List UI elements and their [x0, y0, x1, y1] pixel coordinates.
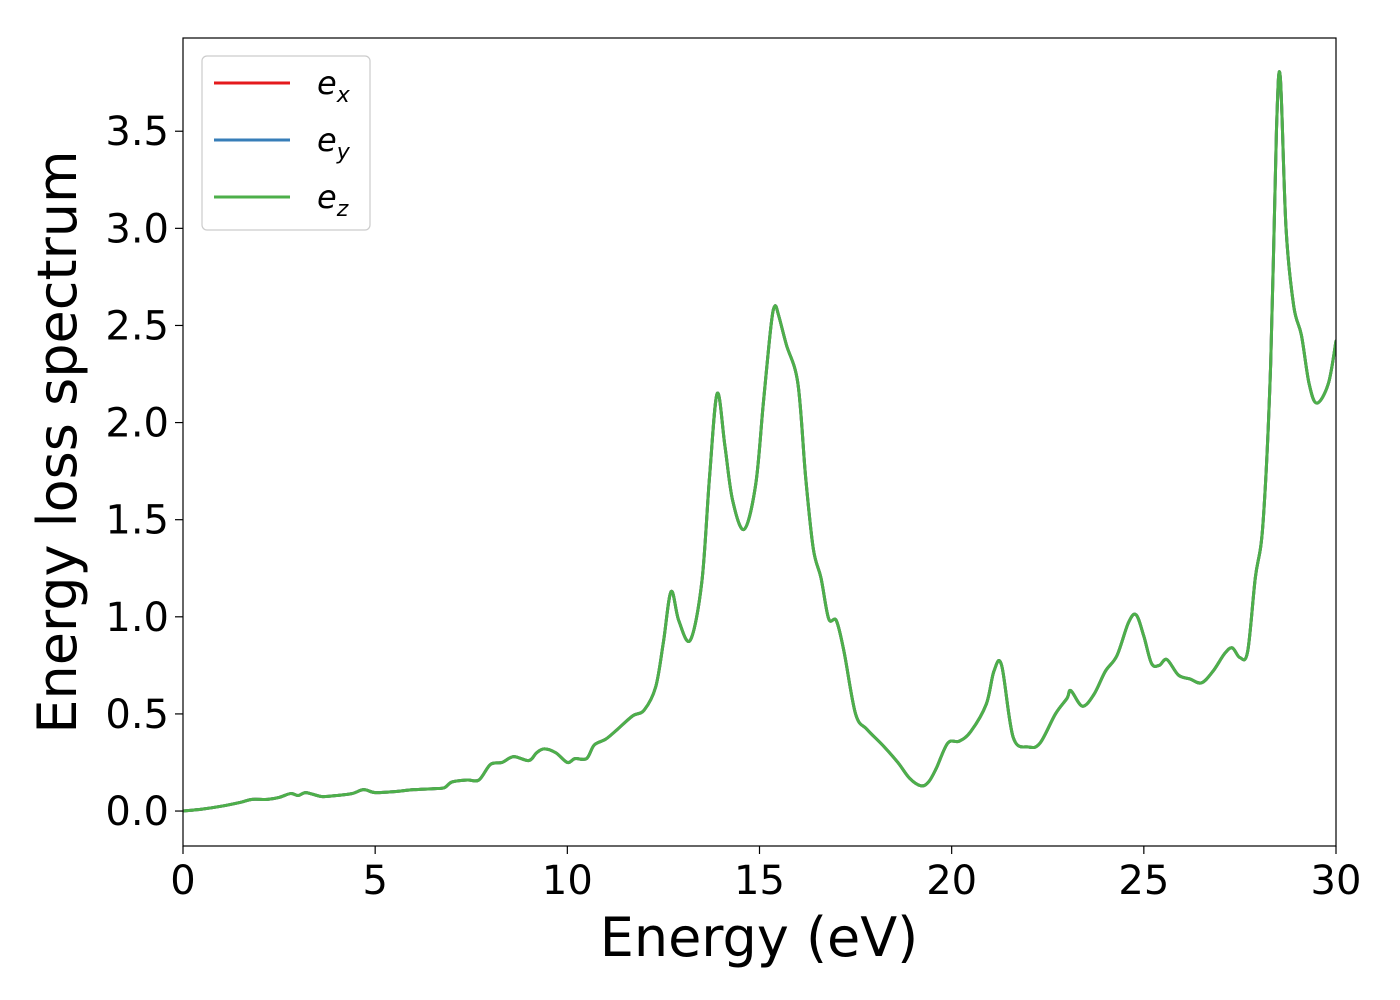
y-tick-label: 0.0	[105, 789, 169, 835]
x-tick-label: 15	[734, 858, 785, 904]
x-tick-label: 30	[1311, 858, 1362, 904]
legend-box	[201, 55, 371, 231]
x-axis-label: Energy (eV)	[600, 906, 919, 969]
x-tick-label: 0	[170, 858, 195, 904]
y-tick-label: 0.5	[105, 692, 169, 738]
x-tick-label: 10	[542, 858, 593, 904]
legend-label-y: ey	[317, 121, 351, 165]
y-tick-label: 1.5	[105, 498, 169, 544]
y-axis-label: Energy loss spectrum	[26, 150, 89, 733]
legend-label-x: ex	[317, 64, 351, 108]
legend-label-z: ez	[317, 178, 349, 222]
legend: ex ey ez	[201, 55, 371, 231]
series-line-z	[183, 70, 1336, 813]
y-tick-label: 3.5	[105, 109, 169, 155]
x-axis: 0 5 10 15 20 25 30	[170, 846, 1361, 904]
y-tick-label: 2.0	[105, 401, 169, 447]
y-axis: 0.0 0.5 1.0 1.5 2.0 2.5 3.0 3.5	[105, 109, 183, 835]
series-layer	[183, 70, 1336, 813]
y-tick-label: 1.0	[105, 595, 169, 641]
y-tick-label: 2.5	[105, 303, 169, 349]
x-tick-label: 5	[362, 858, 387, 904]
y-tick-label: 3.0	[105, 206, 169, 252]
x-tick-label: 25	[1118, 858, 1169, 904]
x-tick-label: 20	[926, 858, 977, 904]
